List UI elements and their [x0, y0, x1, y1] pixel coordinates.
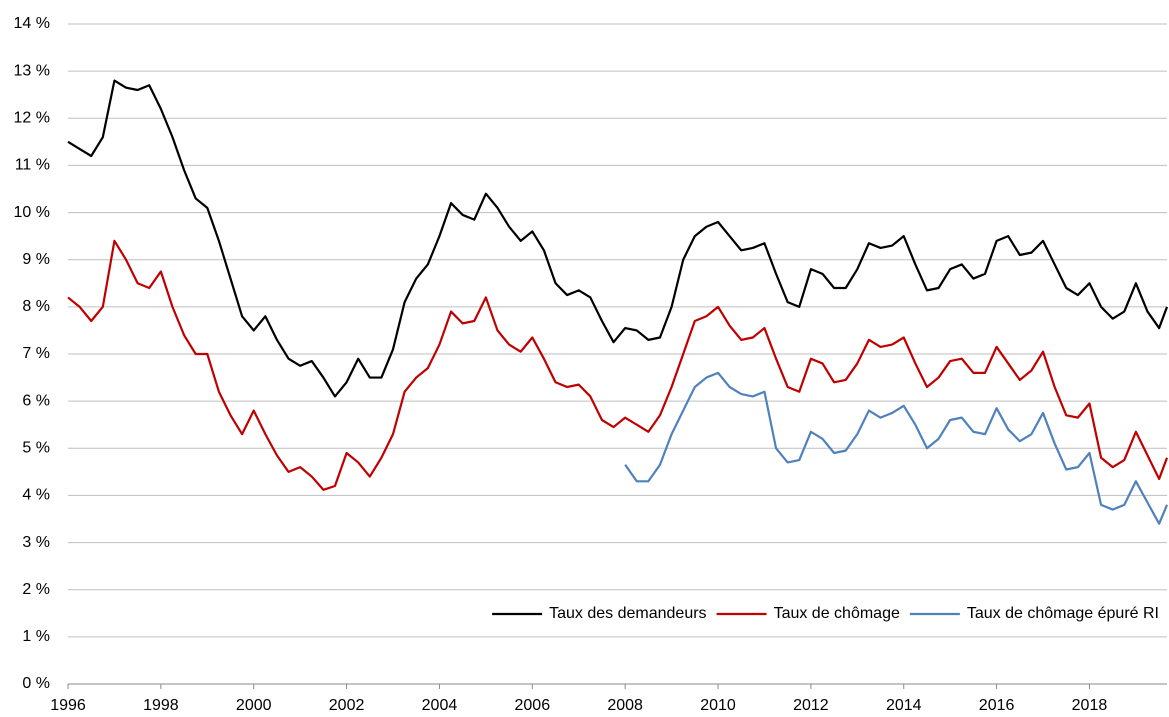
x-tick-label: 2008 — [607, 697, 643, 714]
y-tick-label: 0 % — [22, 675, 50, 692]
x-tick-label: 2002 — [329, 697, 365, 714]
x-tick-label: 2000 — [236, 697, 272, 714]
legend-label: Taux de chômage — [774, 605, 900, 622]
y-tick-label: 9 % — [22, 251, 50, 268]
series-line — [624, 371, 1169, 525]
x-tick-label: 2014 — [886, 697, 922, 714]
x-tick-label: 1998 — [143, 697, 179, 714]
x-tick-label: 2004 — [422, 697, 458, 714]
y-tick-label: 2 % — [22, 581, 50, 598]
x-tick-label: 2012 — [793, 697, 829, 714]
y-tick-label: 5 % — [22, 440, 50, 457]
y-tick-label: 4 % — [22, 487, 50, 504]
series-line — [67, 239, 1169, 491]
legend-label: Taux de chômage épuré RI — [967, 605, 1159, 622]
x-tick-label: 2010 — [700, 697, 736, 714]
y-tick-label: 13 % — [14, 62, 50, 79]
y-tick-label: 8 % — [22, 298, 50, 315]
y-tick-label: 3 % — [22, 534, 50, 551]
legend-label: Taux des demandeurs — [549, 605, 706, 622]
x-tick-label: 2016 — [979, 697, 1015, 714]
y-tick-label: 6 % — [22, 392, 50, 409]
y-tick-label: 12 % — [14, 110, 50, 127]
series-line — [67, 79, 1169, 398]
y-tick-label: 10 % — [14, 204, 50, 221]
y-tick-label: 14 % — [14, 15, 50, 32]
y-tick-label: 11 % — [15, 157, 50, 174]
y-tick-label: 7 % — [22, 345, 50, 362]
x-tick-label: 2018 — [1072, 697, 1108, 714]
y-tick-label: 1 % — [22, 628, 50, 645]
x-tick-label: 2006 — [515, 697, 551, 714]
x-tick-label: 1996 — [50, 697, 86, 714]
